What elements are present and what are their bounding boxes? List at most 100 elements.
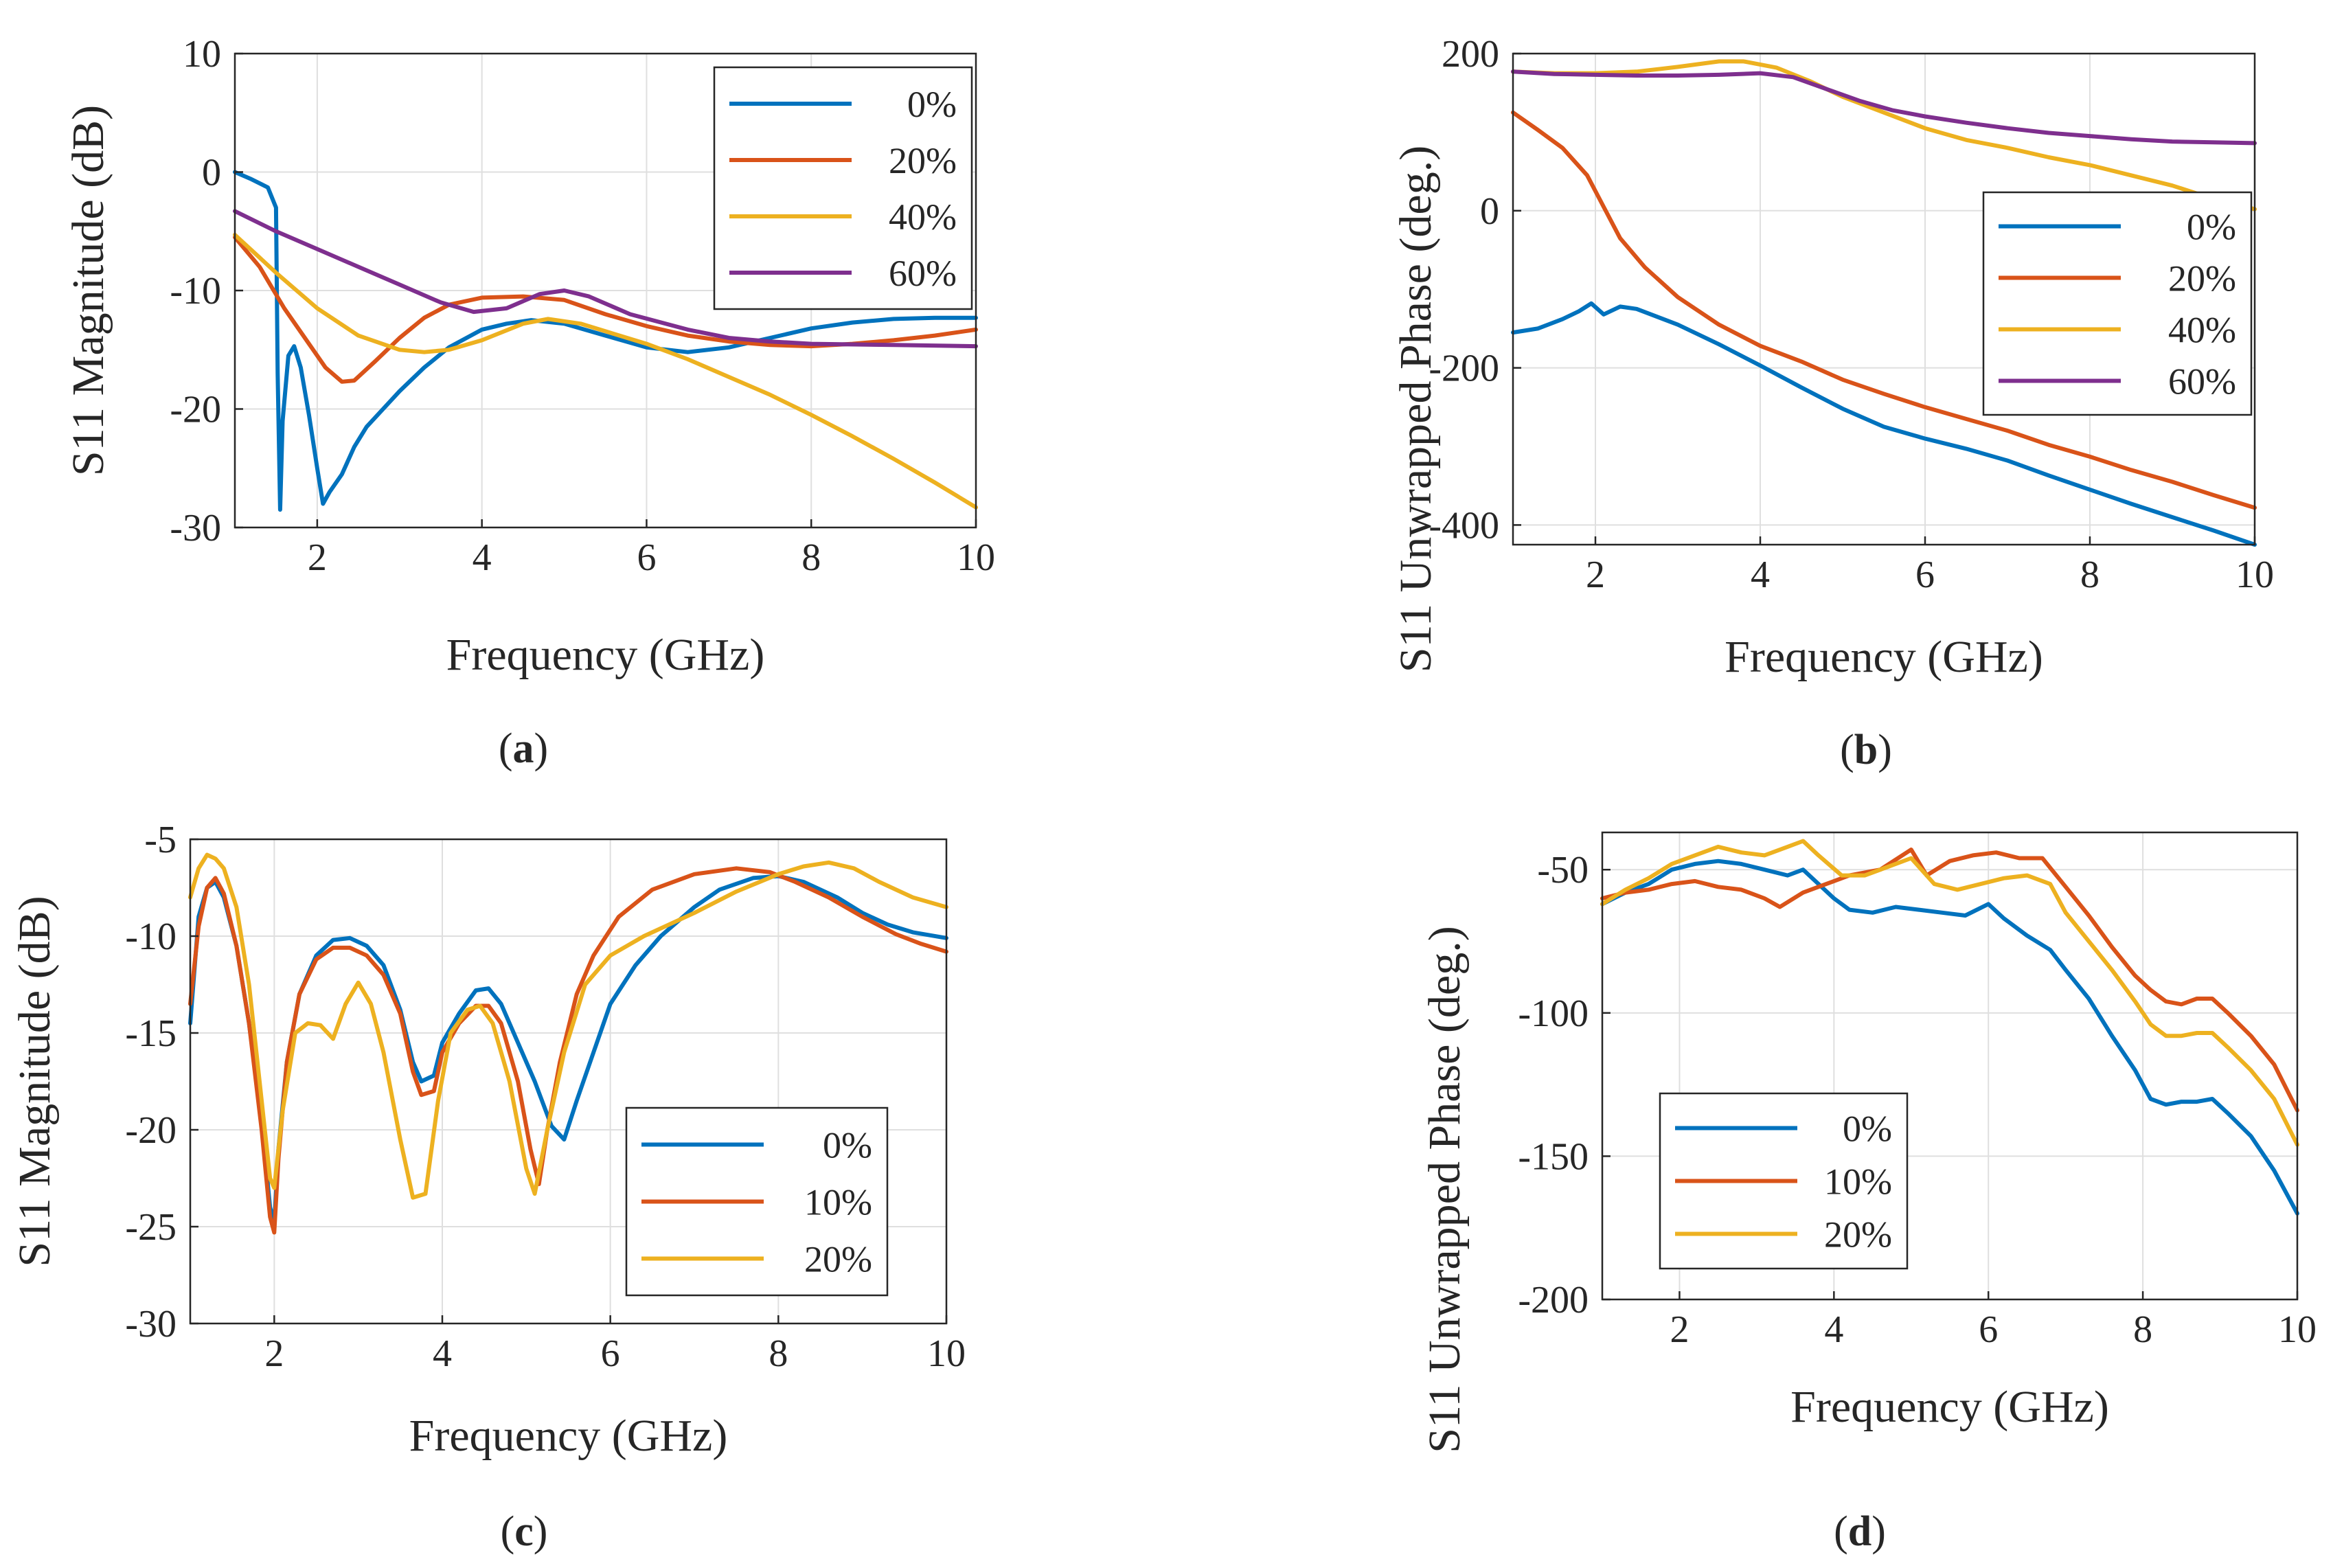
- caption-open-paren-b: (: [1840, 727, 1854, 773]
- caption-close-paren-c: ): [534, 1508, 548, 1555]
- legend-label-c-1: 10%: [804, 1182, 872, 1223]
- y-tick-label-d-1: -150: [1518, 1135, 1589, 1178]
- x-tick-label-c-4: 10: [927, 1332, 966, 1375]
- series-line-a-40%: [233, 232, 978, 510]
- legend-label-d-2: 20%: [1824, 1214, 1892, 1255]
- caption-c: (c): [501, 1508, 548, 1555]
- y-tick-label-d-3: -50: [1537, 849, 1589, 891]
- y-tick-label-a-4: 10: [183, 33, 221, 76]
- legend-label-a-2: 40%: [889, 196, 957, 238]
- y-tick-label-d-0: -200: [1518, 1279, 1589, 1321]
- legend-label-c-0: 0%: [823, 1125, 872, 1166]
- y-tick-label-c-1: -25: [125, 1206, 177, 1249]
- caption-close-paren-b: ): [1878, 727, 1892, 773]
- caption-letter-d: d: [1848, 1508, 1871, 1555]
- x-tick-label-c-0: 2: [264, 1332, 284, 1375]
- x-tick-label-c-3: 8: [769, 1332, 788, 1375]
- y-tick-label-b-0: -400: [1429, 504, 1499, 547]
- y-tick-label-a-3: 0: [202, 152, 221, 194]
- y-axis-label-c: S11 Magnitude (dB): [10, 896, 60, 1266]
- x-tick-label-d-4: 10: [2278, 1308, 2317, 1351]
- x-tick-label-a-2: 6: [637, 536, 656, 579]
- series-line-b-40%: [1511, 59, 2257, 212]
- y-axis-label-d: S11 Unwrapped Phase (deg.): [1420, 926, 1470, 1453]
- x-tick-label-a-3: 8: [801, 536, 821, 579]
- panel-b: 2 4 6 8 10 -400 -200 0 200 Frequency (GHz) S11 Unw…: [1391, 33, 2274, 773]
- y-tick-label-c-5: -5: [144, 819, 177, 861]
- x-tick-label-d-1: 4: [1824, 1308, 1843, 1351]
- x-tick-label-d-0: 2: [1670, 1308, 1689, 1351]
- panel-c: 2 4 6 8 10 -30 -25 -20 -15 -10 -5 Frequency (GHz) S1…: [10, 819, 966, 1555]
- series-line-c-20%: [188, 852, 948, 1200]
- caption-close-paren-d: ): [1871, 1508, 1886, 1555]
- legend-label-c-2: 20%: [804, 1239, 872, 1280]
- y-tick-label-a-1: -20: [170, 389, 221, 431]
- panel-d: 2 4 6 8 10 -200 -150 -100 -50 Frequency (GHz) S11 …: [1420, 831, 2317, 1555]
- legend-b: 0% 20% 40% 60%: [1982, 191, 2253, 416]
- caption-close-paren-a: ): [534, 725, 549, 772]
- x-tick-label-c-1: 4: [433, 1332, 452, 1375]
- y-tick-label-c-2: -20: [125, 1109, 177, 1152]
- y-tick-label-b-3: 200: [1442, 33, 1499, 76]
- legend-label-b-2: 40%: [2168, 310, 2236, 351]
- x-tick-label-b-0: 2: [1586, 554, 1605, 596]
- legend-box-a: [713, 66, 973, 310]
- y-tick-label-b-2: 0: [1480, 190, 1499, 233]
- y-tick-label-c-4: -10: [125, 916, 177, 958]
- x-tick-label-a-0: 2: [308, 536, 327, 579]
- legend-label-b-1: 20%: [2168, 258, 2236, 299]
- caption-letter-c: c: [514, 1508, 534, 1555]
- y-tick-label-d-2: -100: [1518, 992, 1589, 1035]
- axes-frame-c: [189, 838, 948, 1325]
- legend-label-d-0: 0%: [1843, 1109, 1892, 1150]
- y-tick-label-a-0: -30: [170, 507, 221, 549]
- x-tick-label-a-4: 10: [957, 536, 995, 579]
- legend-label-a-0: 0%: [907, 84, 957, 125]
- legend-label-b-3: 60%: [2168, 361, 2236, 402]
- y-tick-label-b-1: -200: [1429, 348, 1499, 390]
- y-axis-label-b: S11 Unwrapped Phase (deg.): [1391, 146, 1441, 672]
- series-line-b-0%: [1511, 301, 2257, 547]
- legend-a: 0% 20% 40% 60%: [713, 66, 973, 310]
- legend-label-b-0: 0%: [2187, 207, 2236, 248]
- caption-a: (a): [499, 725, 548, 772]
- y-tick-label-a-2: -10: [170, 270, 221, 313]
- y-tick-label-c-0: -30: [125, 1303, 177, 1345]
- x-tick-label-d-3: 8: [2133, 1308, 2152, 1351]
- x-tick-label-b-4: 10: [2235, 554, 2274, 596]
- caption-open-paren-a: (: [499, 725, 513, 772]
- caption-open-paren-c: (: [501, 1508, 515, 1555]
- y-axis-label-a: S11 Magnitude (dB): [63, 105, 113, 476]
- legend-d: 0% 10% 20%: [1659, 1092, 1909, 1270]
- x-tick-label-a-1: 4: [473, 536, 492, 579]
- series-line-c-10%: [188, 866, 948, 1235]
- legend-label-d-1: 10%: [1824, 1161, 1892, 1203]
- caption-d: (d): [1834, 1508, 1886, 1555]
- x-axis-label-a: Frequency (GHz): [446, 630, 765, 680]
- x-tick-label-c-2: 6: [601, 1332, 620, 1375]
- x-tick-label-d-2: 6: [1979, 1308, 1998, 1351]
- legend-box-b: [1982, 191, 2253, 416]
- axes-frame-b: [1512, 52, 2256, 546]
- caption-open-paren-d: (: [1834, 1508, 1848, 1555]
- series-line-b-60%: [1511, 69, 2257, 146]
- series-line-a-60%: [233, 209, 978, 349]
- y-tick-label-c-3: -15: [125, 1012, 177, 1055]
- x-tick-label-b-3: 8: [2080, 554, 2100, 596]
- x-axis-label-d: Frequency (GHz): [1790, 1382, 2109, 1432]
- series-line-d-20%: [1600, 839, 2299, 1147]
- series-line-d-0%: [1600, 859, 2299, 1216]
- x-axis-label-b: Frequency (GHz): [1725, 632, 2043, 682]
- caption-letter-b: b: [1854, 727, 1878, 773]
- panel-a: 2 4 6 8 10 -30 -20 -10 0 10 Frequency (GHz) S11 Mag…: [63, 33, 995, 772]
- series-line-d-10%: [1600, 848, 2299, 1113]
- caption-b: (b): [1840, 727, 1892, 773]
- x-axis-label-c: Frequency (GHz): [409, 1411, 728, 1461]
- legend-c: 0% 10% 20%: [625, 1106, 889, 1297]
- legend-label-a-3: 60%: [889, 253, 957, 294]
- legend-label-a-1: 20%: [889, 140, 957, 181]
- series-line-b-20%: [1511, 110, 2257, 510]
- caption-letter-a: a: [513, 725, 534, 772]
